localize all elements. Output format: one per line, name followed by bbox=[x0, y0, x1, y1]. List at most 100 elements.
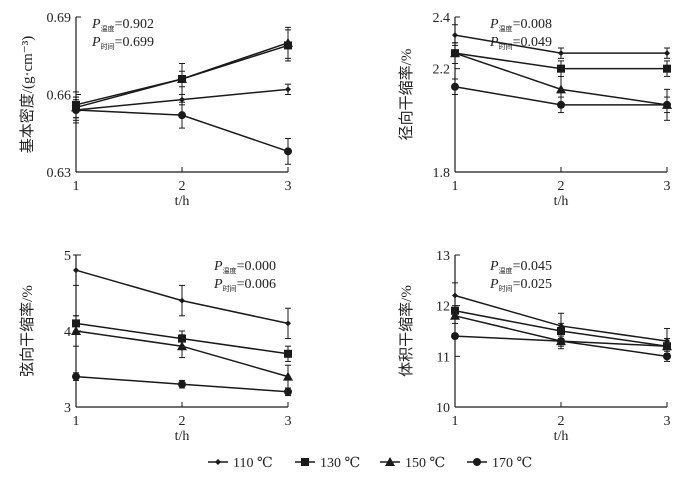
x-tick-label: 2 bbox=[179, 414, 186, 429]
legend-label: 110 ℃ bbox=[233, 456, 273, 471]
x-tick-label: 2 bbox=[179, 179, 186, 194]
x-axis-label: t/h bbox=[175, 429, 190, 444]
y-axis-label: 基本密度/(g·cm⁻³) bbox=[19, 36, 36, 153]
legend-label: 130 ℃ bbox=[320, 456, 360, 471]
legend-label: 170 ℃ bbox=[492, 456, 532, 471]
series-110 bbox=[452, 24, 670, 59]
series-110 bbox=[73, 254, 291, 340]
p-annotation-part: =0.025 bbox=[513, 277, 552, 292]
legend: 110 ℃ 130 ℃ 150 ℃ 170 ℃ bbox=[208, 456, 532, 471]
p-annotation-part: 温度 bbox=[223, 266, 237, 275]
x-tick-label: 1 bbox=[452, 179, 459, 194]
data-point bbox=[179, 297, 185, 304]
data-point bbox=[285, 320, 291, 327]
y-tick-label: 1.8 bbox=[433, 166, 451, 181]
data-point bbox=[71, 326, 81, 335]
data-point bbox=[558, 50, 564, 57]
data-point bbox=[451, 332, 459, 341]
series-150 bbox=[71, 315, 293, 389]
p-annotation-part: 温度 bbox=[101, 24, 115, 33]
p-time-annotation: P时间=0.025 bbox=[489, 277, 552, 293]
data-point bbox=[285, 86, 291, 93]
y-tick-label: 2.2 bbox=[433, 63, 451, 78]
series-170 bbox=[72, 96, 292, 165]
y-axis-label: 体积干缩率/% bbox=[398, 285, 415, 377]
y-tick-label: 13 bbox=[436, 249, 450, 264]
p-annotation-part: P bbox=[91, 17, 101, 32]
p-temp-annotation: P温度=0.000 bbox=[213, 259, 276, 275]
p-annotation-part: P bbox=[489, 17, 499, 32]
p-temp-annotation: P温度=0.045 bbox=[489, 259, 552, 275]
data-point bbox=[177, 74, 187, 83]
p-annotation-part: P bbox=[489, 259, 499, 274]
y-tick-label: 0.69 bbox=[47, 11, 72, 26]
data-point bbox=[73, 267, 79, 274]
data-point bbox=[177, 341, 187, 351]
series-170 bbox=[451, 332, 671, 362]
y-tick-label: 0.66 bbox=[47, 89, 72, 104]
data-point bbox=[179, 96, 185, 103]
p-time-annotation: P时间=0.006 bbox=[213, 277, 276, 293]
p-annotation-part: P bbox=[91, 35, 101, 50]
data-point bbox=[557, 337, 565, 346]
p-time-annotation: P时间=0.699 bbox=[91, 35, 154, 51]
p-annotation-part: =0.699 bbox=[115, 35, 154, 50]
y-tick-label: 5 bbox=[64, 249, 71, 264]
legend-marker bbox=[473, 458, 481, 466]
series-170 bbox=[72, 372, 292, 397]
x-axis-label: t/h bbox=[554, 429, 569, 444]
data-point bbox=[72, 106, 80, 114]
data-point bbox=[72, 372, 80, 381]
y-tick-label: 3 bbox=[64, 401, 71, 416]
p-annotation-part: 时间 bbox=[101, 42, 115, 51]
legend-item: 170 ℃ bbox=[467, 456, 532, 471]
data-point bbox=[663, 100, 671, 109]
y-tick-label: 10 bbox=[436, 401, 450, 416]
p-annotation-part: 时间 bbox=[499, 284, 513, 293]
legend-item: 150 ℃ bbox=[380, 456, 445, 471]
data-point bbox=[557, 100, 565, 109]
data-point bbox=[557, 64, 565, 73]
x-tick-label: 1 bbox=[73, 414, 80, 429]
y-tick-label: 2.4 bbox=[433, 11, 451, 26]
p-annotation-part: =0.045 bbox=[513, 259, 552, 274]
data-point bbox=[178, 111, 186, 120]
data-point bbox=[556, 84, 566, 94]
legend-label: 150 ℃ bbox=[405, 456, 445, 471]
data-point bbox=[178, 380, 186, 389]
p-annotation-part: =0.008 bbox=[513, 17, 552, 32]
x-axis-label: t/h bbox=[175, 194, 190, 209]
x-tick-label: 2 bbox=[558, 414, 565, 429]
x-tick-label: 1 bbox=[73, 179, 80, 194]
legend-item: 110 ℃ bbox=[208, 456, 273, 471]
data-point bbox=[450, 48, 460, 58]
data-point bbox=[450, 310, 460, 320]
y-tick-label: 0.63 bbox=[47, 166, 72, 181]
p-annotation-part: P bbox=[213, 259, 223, 274]
x-tick-label: 3 bbox=[285, 179, 292, 194]
p-annotation-part: =0.000 bbox=[237, 259, 276, 274]
data-point bbox=[663, 352, 671, 361]
data-point bbox=[284, 349, 292, 358]
data-point bbox=[452, 292, 458, 299]
x-tick-label: 3 bbox=[285, 414, 292, 429]
data-point bbox=[284, 147, 292, 156]
p-temp-annotation: P温度=0.008 bbox=[489, 17, 552, 33]
data-point bbox=[451, 82, 459, 91]
x-axis-label: t/h bbox=[554, 194, 569, 209]
y-axis-label: 弦向干缩率/% bbox=[19, 285, 36, 377]
legend-item: 130 ℃ bbox=[295, 456, 360, 471]
data-point bbox=[283, 371, 293, 381]
data-point bbox=[284, 387, 292, 396]
data-point bbox=[662, 341, 672, 351]
legend-marker bbox=[215, 459, 221, 465]
data-point bbox=[664, 50, 670, 57]
x-tick-label: 1 bbox=[452, 414, 459, 429]
p-annotation-part: 时间 bbox=[223, 284, 237, 293]
p-annotation-part: P bbox=[489, 35, 499, 50]
p-annotation-part: 温度 bbox=[499, 266, 513, 275]
